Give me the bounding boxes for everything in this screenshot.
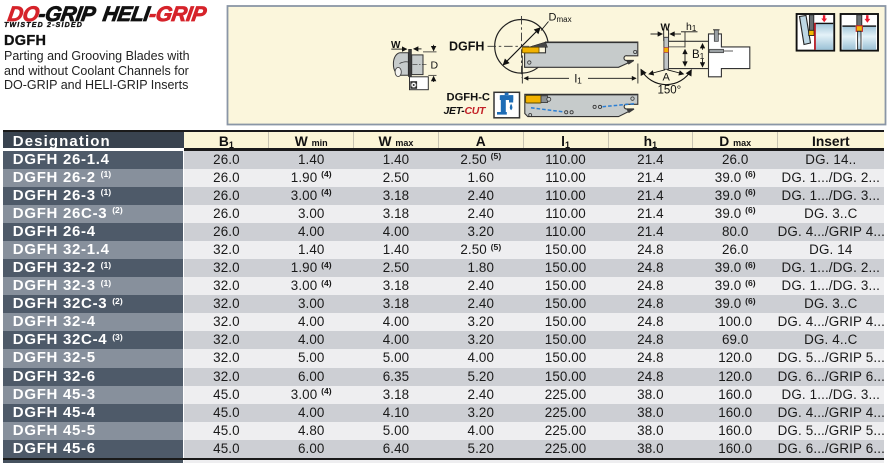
svg-text:h1: h1	[686, 21, 697, 33]
svg-text:DGFH-C: DGFH-C	[447, 92, 491, 104]
svg-text:DGFH: DGFH	[449, 40, 484, 54]
svg-text:Dmax: Dmax	[549, 12, 572, 25]
svg-text:A: A	[663, 72, 671, 84]
svg-text:l1: l1	[575, 71, 583, 85]
svg-text:W: W	[661, 23, 671, 34]
svg-text:JET-CUT: JET-CUT	[444, 105, 488, 117]
svg-text:150°: 150°	[658, 85, 682, 97]
svg-text:D: D	[431, 59, 439, 71]
svg-text:W: W	[391, 40, 401, 51]
svg-text:B1: B1	[692, 49, 705, 61]
